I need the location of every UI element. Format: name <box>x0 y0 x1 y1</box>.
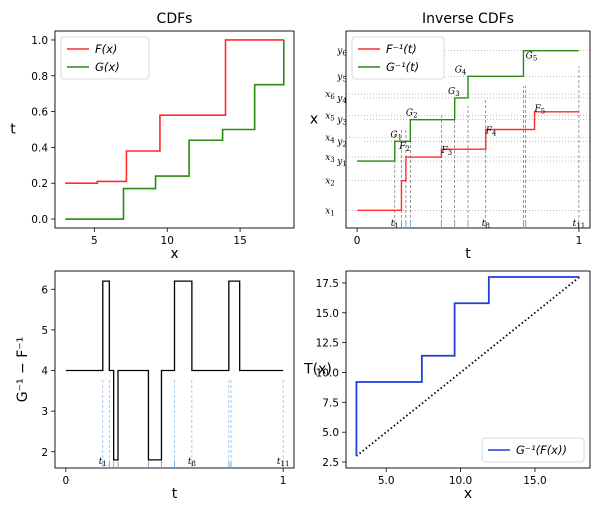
step-annotation: F3 <box>440 146 452 157</box>
step-annotation: G2 <box>406 109 418 120</box>
y-tick-label-x: x1 <box>325 206 335 217</box>
series-line-f <box>65 39 284 185</box>
legend-entry: G⁻¹(t) <box>386 60 419 74</box>
legend-box <box>60 36 150 80</box>
step-annotation: G4 <box>455 65 467 76</box>
y-axis-label: t <box>10 122 16 138</box>
series-line-ginv <box>357 50 579 162</box>
step-annotation: F5 <box>534 105 546 116</box>
plot-frame <box>345 270 591 469</box>
cdfs-panel: 5 10 15 0.0 0.2 0.4 0.6 0.8 1.0 CDFs x t F(x) G(x) <box>10 11 295 262</box>
step-annotation: G5 <box>526 52 538 63</box>
step-annotation: G3 <box>448 87 460 98</box>
y-tick-label: 2.5 <box>322 457 339 469</box>
x-tick-label: 0 <box>63 475 70 487</box>
y-tick-label-x: x6 <box>325 90 335 101</box>
y-tick-label-x: x3 <box>325 153 335 164</box>
inverse-cdfs-panel: t1 t8 t11x1x2x3x4x5x6y1y2y3y4y5y6G1F2G2F3G… <box>310 11 591 262</box>
legend-entry: F(x) <box>95 42 117 56</box>
y-tick-label: 0.4 <box>31 142 48 154</box>
y-tick-label: 0.6 <box>31 107 48 119</box>
y-tick-label-y: y5 <box>336 72 347 83</box>
y-tick-label-y: y4 <box>336 94 347 105</box>
t-mark-label: t8 <box>482 219 490 230</box>
y-tick-label-y: y3 <box>336 116 347 127</box>
t-mark-label: t1 <box>99 457 107 468</box>
x-tick-label: 0 <box>354 235 361 247</box>
y-axis-label: x <box>310 112 318 128</box>
series-line-finv <box>357 111 579 211</box>
x-axis-label: t <box>465 246 471 262</box>
legend-box <box>481 437 585 463</box>
x-tick-label: 5 <box>91 235 98 247</box>
step-annotation: F4 <box>485 126 497 137</box>
y-tick-label: 12.5 <box>316 338 339 350</box>
step-annotation: F2 <box>398 142 410 153</box>
series-line-g <box>65 39 285 220</box>
y-axis-label: T(x) <box>303 362 332 378</box>
t-mark-label: t1 <box>391 219 399 230</box>
y-tick-label: 15.0 <box>316 308 339 320</box>
y-tick-label: 7.5 <box>322 397 339 409</box>
legend-entry: G⁻¹(F(x)) <box>516 443 567 457</box>
y-tick-label: 0.0 <box>31 214 48 226</box>
difference-panel: t1 t8 t11 0 1 2 3 4 5 6 t G⁻¹ − F⁻¹ <box>15 270 295 502</box>
transport-map-panel: 5.0 10.0 15.0 2.5 5.0 7.5 10.0 12.5 15.0 17.5 x T(x… <box>303 270 591 502</box>
y-tick-label-y: y6 <box>336 47 347 58</box>
chart-title: CDFs <box>157 11 193 27</box>
y-tick-label: 0.2 <box>31 178 48 190</box>
x-tick-label: 15 <box>233 235 246 247</box>
x-axis-label: x <box>170 246 178 262</box>
x-tick-label: 10.0 <box>449 475 472 487</box>
t-mark-label: t11 <box>277 457 290 468</box>
y-axis-label: G⁻¹ − F⁻¹ <box>15 337 31 403</box>
x-tick-label: 5.0 <box>378 475 395 487</box>
y-tick-label-y: y2 <box>336 137 347 148</box>
y-tick-label: 1.0 <box>31 35 48 47</box>
plot-frame <box>54 30 295 229</box>
x-tick-label: 1 <box>280 475 287 487</box>
x-tick-label: 10 <box>161 235 174 247</box>
y-tick-label-x: x5 <box>325 112 335 123</box>
y-tick-label-x: x2 <box>325 177 335 188</box>
t-mark-label: t11 <box>573 219 586 230</box>
y-tick-label: 5.0 <box>322 427 339 439</box>
y-tick-label: 2 <box>41 447 48 459</box>
difference-line <box>65 280 284 461</box>
legend-box <box>351 36 445 80</box>
y-tick-label: 10.0 <box>316 367 339 379</box>
x-tick-label: 15.0 <box>523 475 546 487</box>
y-tick-label: 17.5 <box>316 278 339 290</box>
y-tick-label: 3 <box>41 406 48 418</box>
x-axis-label: t <box>172 486 178 502</box>
legend-entry: G(x) <box>95 60 120 74</box>
legend-entry: F⁻¹(t) <box>386 42 417 56</box>
y-tick-label: 4 <box>41 366 48 378</box>
y-tick-label: 0.8 <box>31 71 48 83</box>
x-axis-label: x <box>464 486 472 502</box>
x-tick-label: 1 <box>576 235 583 247</box>
y-tick-label: 6 <box>41 284 48 296</box>
y-tick-label: 5 <box>41 325 48 337</box>
y-tick-label-y: y1 <box>336 157 347 168</box>
step-annotation: G1 <box>390 130 402 141</box>
t-mark-label: t8 <box>188 457 196 468</box>
transport-map-line <box>355 276 580 457</box>
chart-title: Inverse CDFs <box>422 11 514 27</box>
y-tick-label-x: x4 <box>325 133 335 144</box>
